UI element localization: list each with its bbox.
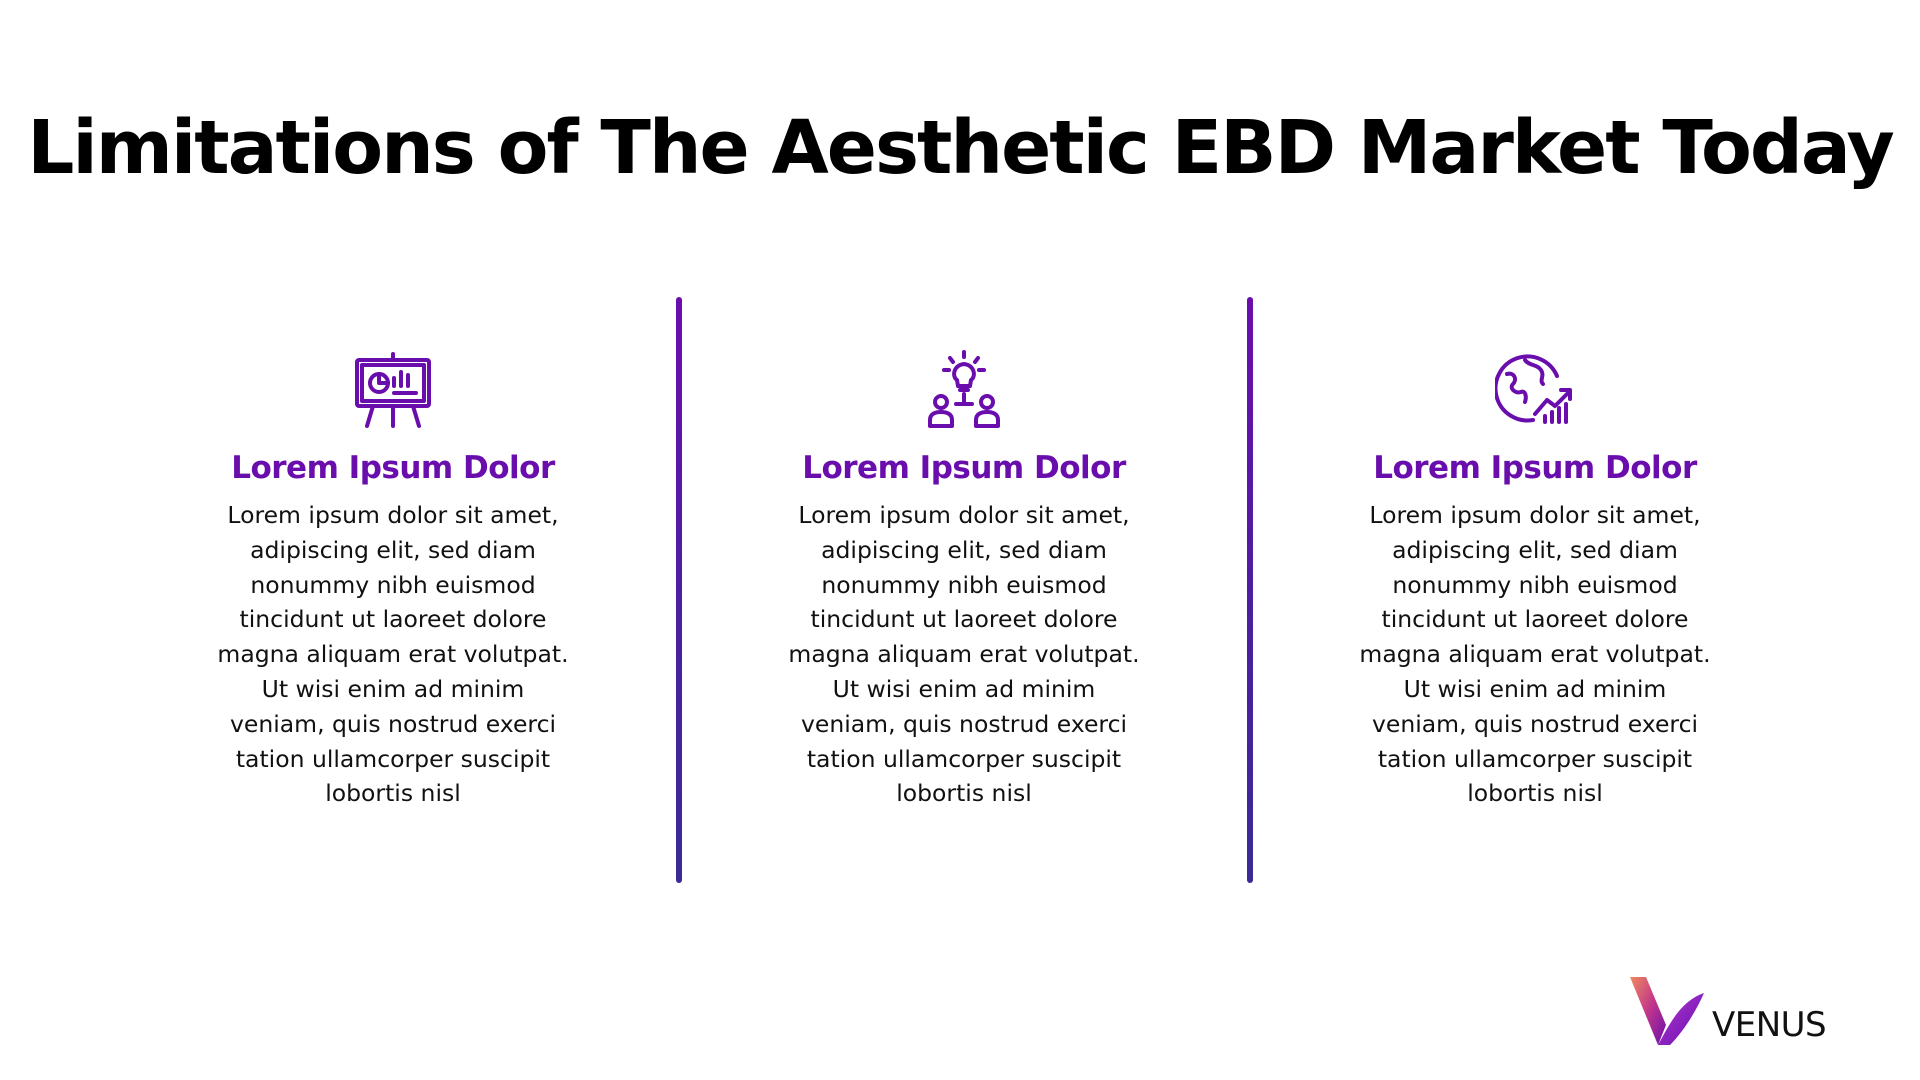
column-2: Lorem Ipsum Dolor Lorem ipsum dolor sit …	[754, 350, 1174, 811]
column-body-text: Lorem ipsum dolor sit amet, adipiscing e…	[1359, 501, 1711, 808]
presentation-board-icon	[355, 352, 431, 428]
column-heading: Lorem Ipsum Dolor	[1373, 450, 1697, 486]
column-3: Lorem Ipsum Dolor Lorem ipsum dolor sit …	[1325, 350, 1745, 811]
column-body-text: Lorem ipsum dolor sit amet, adipiscing e…	[217, 501, 569, 808]
column-heading: Lorem Ipsum Dolor	[231, 450, 555, 486]
global-growth-icon	[1495, 354, 1572, 424]
slide-title: Limitations of The Aesthetic EBD Market …	[27, 105, 1895, 191]
team-idea-lightbulb-icon	[928, 350, 1000, 428]
column-body-text: Lorem ipsum dolor sit amet, adipiscing e…	[788, 501, 1140, 808]
column-divider	[676, 297, 682, 883]
column-1: Lorem Ipsum Dolor Lorem ipsum dolor sit …	[183, 350, 603, 811]
venus-logo: VENUS	[1628, 975, 1828, 1047]
column-heading: Lorem Ipsum Dolor	[802, 450, 1126, 486]
logo-text: VENUS	[1712, 1005, 1827, 1045]
column-divider	[1247, 297, 1253, 883]
venus-logo-mark	[1630, 977, 1704, 1045]
